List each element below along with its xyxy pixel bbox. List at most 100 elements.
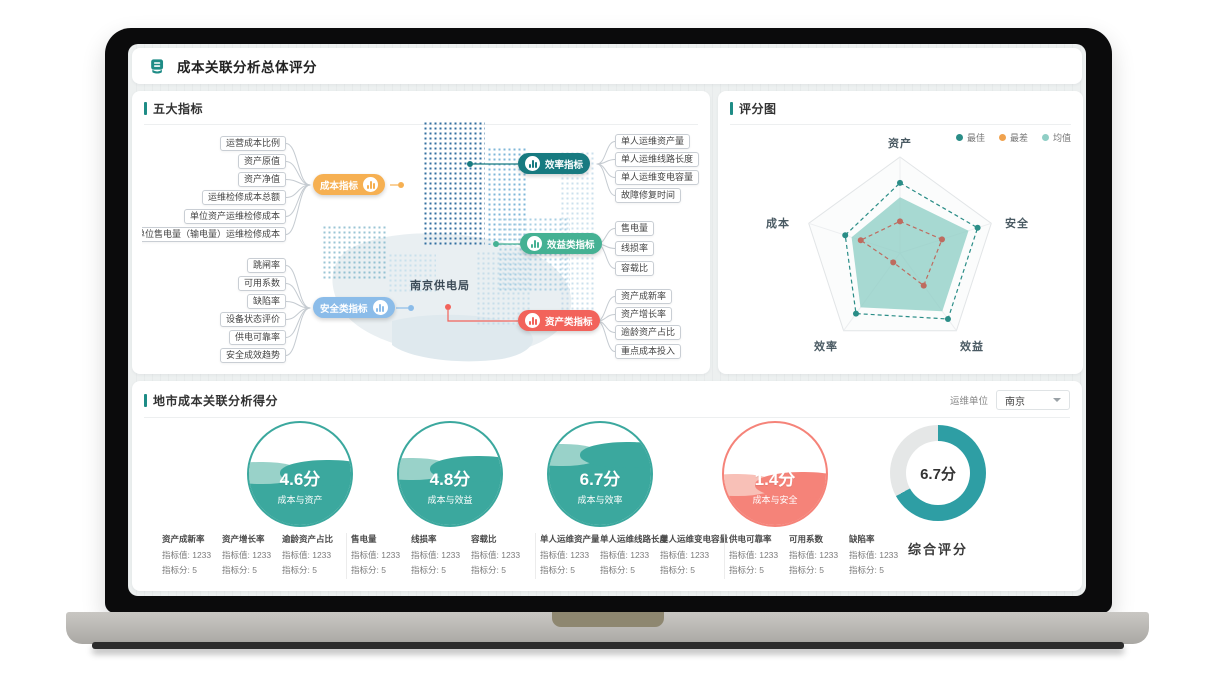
accent-bar: [144, 102, 147, 115]
liquid-gauge-cost-safety: 1.4分 成本与安全: [722, 421, 828, 527]
app-header: 成本关联分析总体评分: [132, 48, 1082, 84]
unit-select[interactable]: 南京: [996, 390, 1070, 410]
indicator-label[interactable]: 安全成效趋势: [219, 348, 286, 363]
building-illustration: [322, 225, 388, 281]
donut-hole: 6.7分: [906, 441, 970, 505]
bar-chart-icon: [527, 236, 542, 251]
metric-column: 单人运维线路长度 指标值: 1233 指标分: 5: [600, 534, 669, 575]
metric-column: 单人运维变电容量 指标值: 1233 指标分: 5: [660, 534, 729, 575]
indicator-label[interactable]: 设备状态评价: [219, 312, 286, 327]
indicator-label[interactable]: 供电可靠率: [228, 330, 286, 345]
page-title: 成本关联分析总体评分: [177, 60, 317, 75]
legend-item-worst[interactable]: 最差: [998, 131, 1028, 144]
indicator-label[interactable]: 逾龄资产占比: [615, 325, 682, 340]
metric-column: 逾龄资产占比 指标值: 1233 指标分: 5: [282, 534, 334, 575]
indicator-label[interactable]: 线损率: [615, 241, 655, 256]
indicator-label[interactable]: 重点成本投入: [615, 344, 682, 359]
radar-axis-label: 效益: [960, 341, 984, 353]
radar-chart: 最佳 最差 均值 资产 安全 效益 效率 成本: [718, 125, 1083, 371]
indicator-label[interactable]: 故障修复时间: [615, 188, 682, 203]
bar-chart-icon: [372, 300, 388, 315]
indicator-label[interactable]: 容载比: [615, 261, 655, 276]
indicator-label[interactable]: 资产净值: [237, 172, 286, 187]
building-illustration: [388, 253, 436, 293]
laptop-base-notch: [551, 612, 664, 627]
gauge-label: 成本与效率: [577, 494, 623, 505]
node-label: 成本指标: [320, 180, 359, 192]
indicator-label[interactable]: 单人运维线路长度: [615, 152, 700, 167]
indicator-label[interactable]: 可用系数: [237, 276, 286, 291]
node-safety-indicator[interactable]: 安全类指标: [313, 297, 395, 318]
indicator-label[interactable]: 资产原值: [237, 154, 286, 169]
metric-strip: 资产成新率 指标值: 1233 指标分: 5 资产增长率 指标值: 1233 指标分: …: [158, 533, 913, 579]
liquid-gauge-cost-efficiency: 6.7分成本与效率: [547, 421, 653, 527]
node-asset-indicator[interactable]: 资产类指标: [518, 310, 600, 331]
metric-column: 供电可靠率 指标值: 1233 指标分: 5: [729, 534, 779, 575]
overall-score-label: 综合评分: [907, 542, 969, 557]
legend-dot: [1041, 134, 1049, 141]
app-logo-icon: [148, 57, 167, 76]
bar-chart-icon: [525, 313, 540, 328]
panel-title: 地市成本关联分析得分: [153, 393, 279, 408]
center-city-label: 南京供电局: [410, 280, 470, 292]
node-label: 效益类指标: [547, 239, 595, 251]
indicator-label[interactable]: 资产成新率: [615, 289, 673, 304]
metric-column: 缺陷率 指标值: 1233 指标分: 5: [849, 534, 899, 575]
metric-column: 容载比 指标值: 1233 指标分: 5: [471, 534, 521, 575]
metric-column: 可用系数 指标值: 1233 指标分: 5: [789, 534, 839, 575]
accent-bar: [144, 393, 147, 407]
laptop-base: [66, 612, 1149, 644]
indicator-label[interactable]: 运营成本比例: [219, 136, 286, 151]
mindmap-connectors: [285, 141, 616, 356]
indicator-label[interactable]: 缺陷率: [246, 294, 286, 309]
legend-dot: [998, 134, 1006, 141]
metric-column: 资产成新率 指标值: 1233 指标分: 5: [162, 534, 212, 575]
radar-axis-label: 资产: [888, 138, 912, 150]
indicator-label[interactable]: 单位售电量（输电量）运维检修成本: [142, 227, 286, 242]
gauge-score: 6.7分: [579, 469, 621, 489]
indicator-label[interactable]: 跳闸率: [246, 258, 286, 273]
node-cost-indicator[interactable]: 成本指标: [313, 174, 386, 195]
indicator-label[interactable]: 运维检修成本总额: [201, 190, 286, 205]
metric-column: 售电量 指标值: 1233 指标分: 5: [351, 534, 401, 575]
metric-group: 供电可靠率 指标值: 1233 指标分: 5 可用系数 指标值: 1233 指标分: 5…: [724, 533, 913, 579]
gauge-label: 成本与效益: [427, 494, 473, 505]
panel-title: 五大指标: [153, 102, 204, 116]
metric-column: 资产增长率 指标值: 1233 指标分: 5: [222, 534, 272, 575]
panel-indicators: 五大指标: [132, 91, 710, 374]
laptop-base-edge: [92, 642, 1124, 649]
indicator-label[interactable]: 单位资产运维检修成本: [183, 209, 286, 224]
node-efficiency-indicator[interactable]: 效率指标: [518, 153, 591, 174]
liquid-gauge-cost-benefit: 4.8分成本与效益: [397, 421, 503, 527]
chart-legend: 最佳 最差 均值: [955, 131, 1071, 144]
bar-chart-icon: [363, 177, 379, 192]
building-illustration: [423, 121, 485, 245]
indicator-label[interactable]: 单人运维变电容量: [615, 170, 700, 185]
chevron-down-icon: [1053, 398, 1061, 402]
legend-item-mean[interactable]: 均值: [1041, 131, 1071, 144]
liquid-gauge-cost-asset: 4.6分 成本与资产: [247, 421, 353, 527]
metric-column: 单人运维资产量 指标值: 1233 指标分: 5: [540, 534, 600, 575]
node-label: 资产类指标: [545, 316, 593, 328]
gauge-label: 成本与安全: [752, 494, 798, 505]
indicator-label[interactable]: 资产增长率: [615, 307, 673, 322]
legend-item-best[interactable]: 最佳: [955, 131, 985, 144]
dashboard: 成本关联分析总体评分 五大指标: [128, 44, 1086, 596]
gauge-score: 4.6分: [279, 469, 321, 489]
node-label: 安全类指标: [320, 303, 368, 315]
radar-axis-label: 效率: [814, 341, 838, 353]
gauge-score: 4.8分: [429, 469, 471, 489]
node-benefit-indicator[interactable]: 效益类指标: [520, 233, 602, 254]
indicator-label[interactable]: 售电量: [615, 221, 655, 236]
node-label: 效率指标: [545, 159, 584, 171]
overall-score-donut: 6.7分: [890, 425, 986, 521]
bar-chart-icon: [525, 156, 540, 171]
indicator-label[interactable]: 单人运维资产量: [615, 134, 691, 149]
metric-group: 单人运维资产量 指标值: 1233 指标分: 5 单人运维线路长度 指标值: 1233…: [535, 533, 729, 579]
radar-axis-label: 成本: [766, 218, 790, 230]
metric-group: 资产成新率 指标值: 1233 指标分: 5 资产增长率 指标值: 1233 指标分: …: [158, 533, 346, 579]
accent-bar: [730, 102, 733, 115]
panel-city-score: 地市成本关联分析得分 运维单位 南京 4.6分 成本与资产 4.8分 成本与效益: [132, 381, 1082, 591]
metric-column: 线损率 指标值: 1233 指标分: 5: [411, 534, 461, 575]
